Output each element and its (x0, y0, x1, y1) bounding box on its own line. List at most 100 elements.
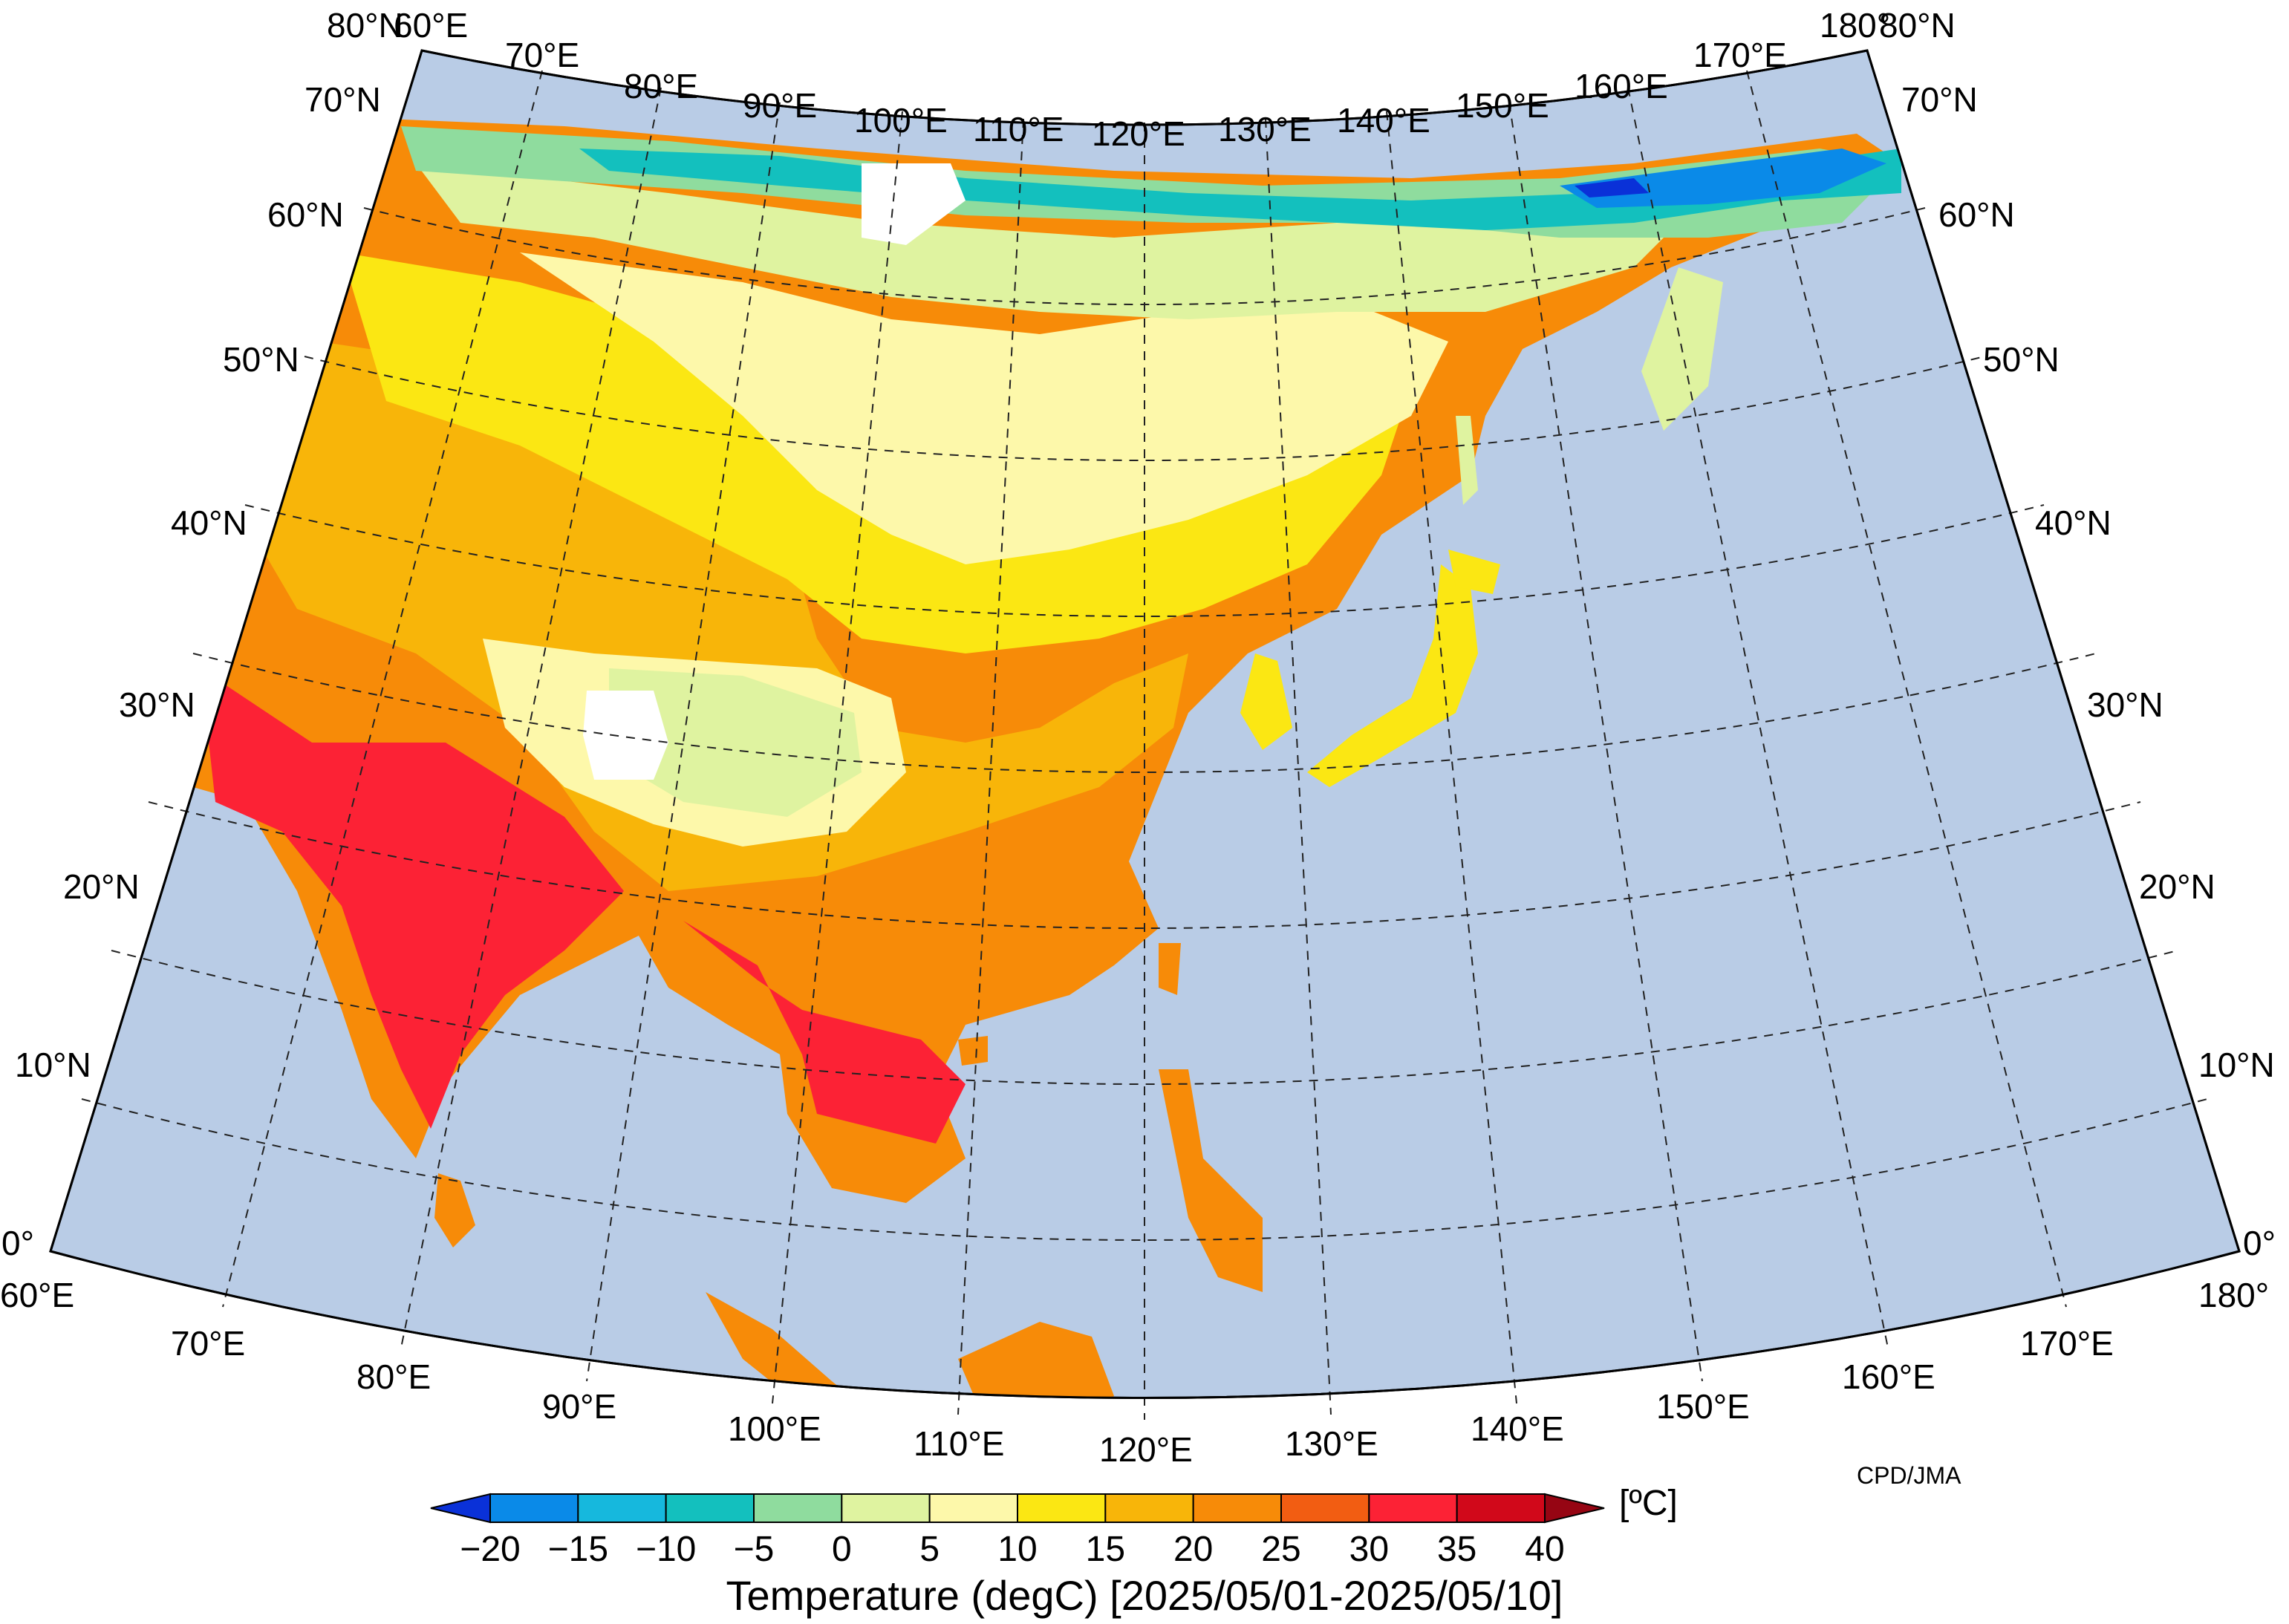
lat-label-left: 40°N (171, 503, 247, 542)
lon-label-top: 70°E (505, 36, 579, 74)
philippines (1159, 1069, 1263, 1292)
colorbar-tick-label: −15 (548, 1530, 608, 1569)
colorbar-segment (841, 1493, 931, 1523)
lat-label-right: 30°N (2087, 685, 2163, 724)
colorbar-segment (665, 1493, 755, 1523)
sakhalin (1456, 416, 1478, 505)
lat-label-right: 10°N (2198, 1046, 2275, 1084)
lon-label-top: 60°E (394, 6, 468, 45)
figure-title: Temperature (degC) [2025/05/01-2025/05/1… (726, 1572, 1563, 1619)
lon-label-top: 140°E (1337, 101, 1430, 140)
colorbar-low-arrow (430, 1493, 491, 1524)
colorbar-tick-label: −20 (460, 1530, 520, 1569)
lat-label-right: 20°N (2139, 867, 2215, 906)
japan-honshu (1307, 564, 1478, 787)
map-border (49, 49, 2241, 1399)
lon-label-top: 80°E (624, 67, 698, 105)
lat-label-left: 20°N (63, 867, 140, 906)
lon-label-bottom: 60°E (0, 1276, 74, 1314)
arctic-coast-teal (579, 149, 1901, 230)
lon-label-bottom: 180° (2198, 1276, 2269, 1314)
colorbar-tick-label: 15 (1086, 1530, 1125, 1569)
lat-label-left: 10°N (15, 1046, 91, 1084)
lat-label-left: 80°N (327, 6, 403, 45)
taiwan (1159, 943, 1181, 995)
japan-hokkaido (1448, 550, 1500, 594)
lon-label-top: 110°E (973, 110, 1064, 149)
lat-label-right: 70°N (1901, 80, 1978, 119)
lat-label-left: 30°N (119, 685, 195, 724)
colorbar-tick-label: 20 (1173, 1530, 1213, 1569)
lon-label-bottom: 100°E (728, 1409, 821, 1448)
mongolia-10 (520, 252, 1448, 564)
lat-label-right: 40°N (2035, 503, 2111, 542)
sri-lanka (434, 1173, 475, 1248)
colorbar-unit-label: [ºC] (1619, 1484, 1678, 1523)
colorbar-segment (577, 1493, 667, 1523)
lon-label-top: 90°E (743, 86, 817, 125)
central-asia-warm (245, 342, 1188, 891)
lon-label-top: 120°E (1092, 114, 1185, 153)
hainan (958, 1036, 988, 1066)
lon-label-top: 180° (1820, 6, 1890, 45)
colorbar-tick-label: 0 (832, 1530, 852, 1569)
lon-label-bottom: 150°E (1656, 1387, 1750, 1426)
left-latitude-labels: 0° 10°N 20°N 30°N 40°N 50°N 60°N 70°N 80… (1, 6, 403, 1262)
lat-label-left: 60°N (267, 195, 344, 234)
lon-label-top: 100°E (854, 101, 948, 140)
lon-label-bottom: 70°E (171, 1324, 245, 1363)
lon-label-top: 170°E (1693, 36, 1787, 74)
colorbar-segment (1456, 1493, 1546, 1523)
lon-label-bottom: 110°E (914, 1424, 1004, 1463)
india-hot-zone (201, 668, 624, 1129)
colorbar-segment (1017, 1493, 1107, 1523)
lon-label-top: 130°E (1218, 110, 1312, 149)
lon-label-top: 150°E (1456, 86, 1549, 125)
colorbar-tick-label: 40 (1525, 1530, 1564, 1569)
lon-label-bottom: 130°E (1285, 1424, 1378, 1463)
colorbar-high-arrow (1544, 1493, 1605, 1524)
lon-label-bottom: 170°E (2020, 1324, 2114, 1363)
longitude-lines (222, 70, 2067, 1420)
lon-label-bottom: 90°E (542, 1387, 616, 1426)
colorbar-tick-label: 5 (919, 1530, 940, 1569)
tibet-no-data (583, 691, 668, 780)
colorbar-tick-label: 25 (1261, 1530, 1300, 1569)
lat-label-left: 0° (1, 1224, 34, 1262)
colorbar-tick-label: 30 (1349, 1530, 1389, 1569)
colorbar (430, 1493, 1605, 1524)
land-temperature-fields (163, 119, 1901, 1398)
siberia-no-data (862, 163, 966, 245)
lat-label-right: 0° (2243, 1224, 2276, 1262)
right-latitude-labels: 0° 10°N 20°N 30°N 40°N 50°N 60°N 70°N 80… (1879, 6, 2276, 1262)
siberia-5 (416, 163, 1708, 319)
lat-label-left: 50°N (223, 340, 299, 379)
tibet-core-5 (609, 668, 862, 817)
colorbar-tick-label: −10 (636, 1530, 696, 1569)
lon-label-bottom: 140°E (1471, 1409, 1564, 1448)
colorbar-segment (1104, 1493, 1194, 1523)
lon-label-bottom: 80°E (356, 1357, 431, 1396)
lat-label-right: 80°N (1879, 6, 1956, 45)
lon-label-bottom: 120°E (1099, 1430, 1193, 1469)
top-longitude-labels: 60°E 70°E 80°E 90°E 100°E 110°E 120°E 13… (394, 6, 1890, 153)
lon-label-top: 160°E (1575, 67, 1668, 105)
lat-label-right: 60°N (1938, 195, 2015, 234)
bottom-longitude-labels: 60°E 70°E 80°E 90°E 100°E 110°E 120°E 13… (0, 1276, 2269, 1469)
colorbar-segment (928, 1493, 1018, 1523)
colorbar-tick-label: −5 (734, 1530, 775, 1569)
indochina-hot-zone (683, 921, 966, 1144)
colorbar-segment (1280, 1493, 1370, 1523)
colorbar-segment (489, 1493, 579, 1523)
colorbar-segment (1368, 1493, 1458, 1523)
colorbar-segment (1192, 1493, 1282, 1523)
credit-label: CPD/JMA (1857, 1462, 1961, 1489)
taimyr-deep-cold (1575, 178, 1649, 198)
lon-label-bottom: 160°E (1842, 1357, 1935, 1396)
korea (1240, 653, 1292, 750)
colorbar-tick-label: 35 (1437, 1530, 1476, 1569)
lat-label-left: 70°N (305, 80, 381, 119)
lat-label-right: 50°N (1983, 340, 2060, 379)
colorbar-tick-labels: −20 −15 −10 −5 0 5 10 15 20 25 30 35 40 (460, 1530, 1564, 1569)
